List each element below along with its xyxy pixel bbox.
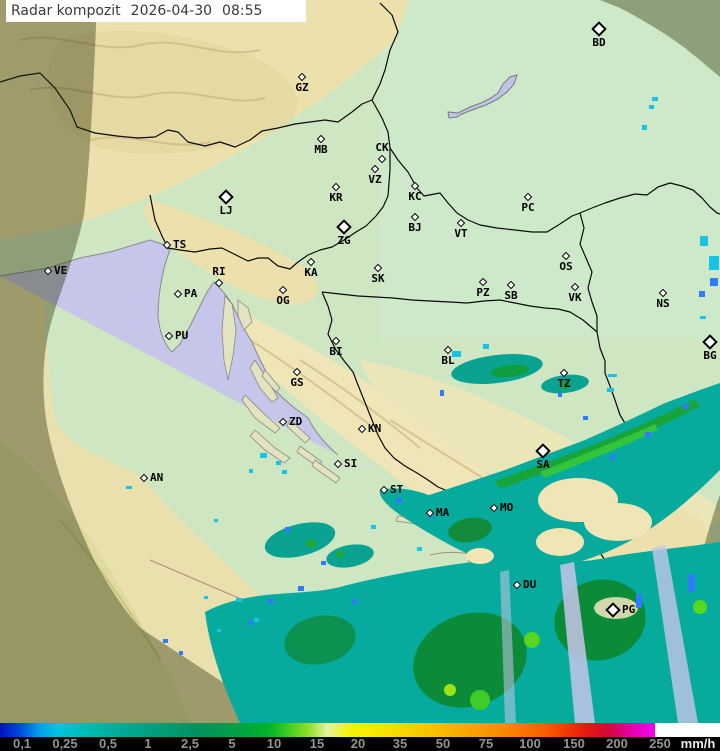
city-label: RI bbox=[212, 265, 226, 278]
city-label: SA bbox=[536, 458, 550, 471]
title-time: 08:55 bbox=[222, 3, 263, 19]
city-label: BG bbox=[703, 349, 717, 362]
city-label: PU bbox=[175, 329, 189, 342]
city-label: PC bbox=[521, 201, 535, 214]
city-label: KN bbox=[368, 422, 382, 435]
legend-tick: 15 bbox=[309, 736, 325, 751]
city-label: KR bbox=[329, 191, 343, 204]
city-label: VT bbox=[454, 227, 468, 240]
city-label: ZG bbox=[337, 234, 351, 247]
city-label: PA bbox=[184, 287, 198, 300]
legend-tick: 10 bbox=[266, 736, 282, 751]
city-label: SI bbox=[344, 457, 358, 470]
city-label: DU bbox=[523, 578, 537, 591]
legend-labels: 0,1 0,25 0,5 1 2,5 5 10 15 20 35 50 75 100 150 200 250 m… bbox=[0, 737, 720, 751]
legend-tick: 5 bbox=[228, 736, 236, 751]
legend-unit: mm/h bbox=[680, 736, 716, 751]
city-label: BL bbox=[441, 354, 455, 367]
city-label: MB bbox=[314, 143, 328, 156]
city-label: TZ bbox=[557, 377, 571, 390]
city-label: NS bbox=[656, 297, 670, 310]
city-label: KA bbox=[304, 266, 318, 279]
legend-tick: 50 bbox=[435, 736, 451, 751]
city-label: KC bbox=[408, 190, 422, 203]
legend-tick: 0,1 bbox=[12, 736, 32, 751]
city-label: MO bbox=[500, 501, 514, 514]
colorbar-row bbox=[0, 723, 720, 737]
legend-tick: 250 bbox=[649, 736, 671, 751]
titlebar: Radar kompozit 2026-04-30 08:55 bbox=[6, 0, 306, 22]
city-label: BI bbox=[329, 345, 343, 358]
city-label: VE bbox=[54, 264, 68, 277]
city-label: MA bbox=[436, 506, 450, 519]
title-date: 2026-04-30 bbox=[130, 3, 213, 19]
city-label: VK bbox=[568, 291, 582, 304]
city-label: SK bbox=[371, 272, 385, 285]
city-label: AN bbox=[150, 471, 164, 484]
legend-tick: 150 bbox=[563, 736, 585, 751]
legend-tick: 200 bbox=[606, 736, 628, 751]
city-label: PG bbox=[622, 603, 636, 616]
radar-map: GZ BD MB CK VZ KC KR LJ PC BJ VT ZG TS OS KA SK VE RI PZ SB… bbox=[0, 0, 720, 723]
precipitation-legend: 0,1 0,25 0,5 1 2,5 5 10 15 20 35 50 75 100 150 200 250 m… bbox=[0, 723, 720, 751]
legend-colorbar bbox=[0, 723, 655, 737]
city-label: VZ bbox=[368, 173, 382, 186]
city-label: TS bbox=[173, 238, 187, 251]
legend-tick: 100 bbox=[519, 736, 541, 751]
app-title: Radar kompozit bbox=[11, 3, 121, 19]
precipitation-layer bbox=[126, 97, 720, 723]
city-label: GS bbox=[290, 376, 304, 389]
city-label: BJ bbox=[408, 221, 422, 234]
legend-tick: 0,5 bbox=[98, 736, 118, 751]
legend-tick: 75 bbox=[478, 736, 494, 751]
city-label: OS bbox=[559, 260, 573, 273]
city-label: GZ bbox=[295, 81, 309, 94]
legend-tick: 0,25 bbox=[52, 736, 78, 751]
city-label: SB bbox=[504, 289, 518, 302]
city-label: PZ bbox=[476, 286, 490, 299]
city-label: ZD bbox=[289, 415, 303, 428]
legend-tick: 2,5 bbox=[180, 736, 200, 751]
city-label: BD bbox=[592, 36, 606, 49]
lake-balaton bbox=[447, 74, 518, 119]
city-label: LJ bbox=[219, 204, 233, 217]
city-label: OG bbox=[276, 294, 290, 307]
legend-tick: 20 bbox=[350, 736, 366, 751]
legend-tick: 35 bbox=[392, 736, 408, 751]
legend-tick: 1 bbox=[144, 736, 152, 751]
city-label: ST bbox=[390, 483, 404, 496]
city-label: CK bbox=[375, 141, 389, 154]
